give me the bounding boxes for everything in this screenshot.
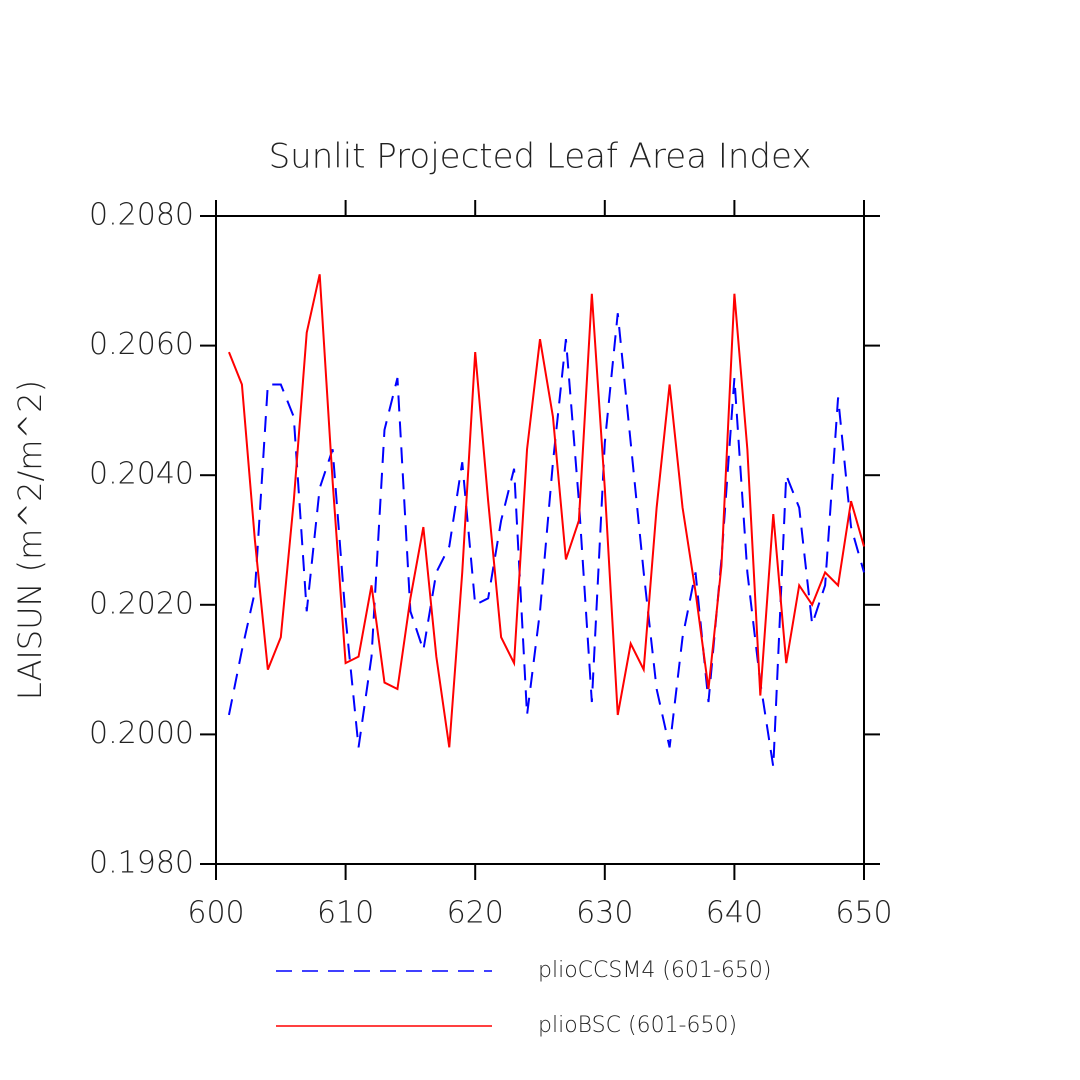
- chart-title: Sunlit Projected Leaf Area Index: [269, 137, 812, 177]
- series-line: [228, 274, 865, 748]
- x-tick-label: 640: [706, 896, 763, 931]
- y-axis-label: LAISUN (m^2/m^2): [11, 380, 49, 700]
- y-tick-label: 0.2000: [89, 716, 194, 751]
- y-tick-label: 0.1980: [89, 846, 194, 881]
- y-tick-label: 0.2080: [89, 198, 194, 233]
- x-tick-label: 600: [187, 896, 244, 931]
- x-tick-label: 610: [317, 896, 374, 931]
- y-tick-label: 0.2020: [89, 586, 194, 621]
- legend-label: plioBSC (601-650): [538, 1013, 737, 1038]
- series-line: [227, 313, 865, 767]
- plot-frame: [215, 215, 865, 865]
- y-tick-label: 0.2040: [89, 457, 194, 492]
- x-tick-label: 630: [576, 896, 633, 931]
- y-tick-label: 0.2060: [89, 327, 194, 362]
- legend-label: plioCCSM4 (601-650): [538, 958, 771, 983]
- x-tick-label: 650: [835, 896, 892, 931]
- x-tick-label: 620: [447, 896, 504, 931]
